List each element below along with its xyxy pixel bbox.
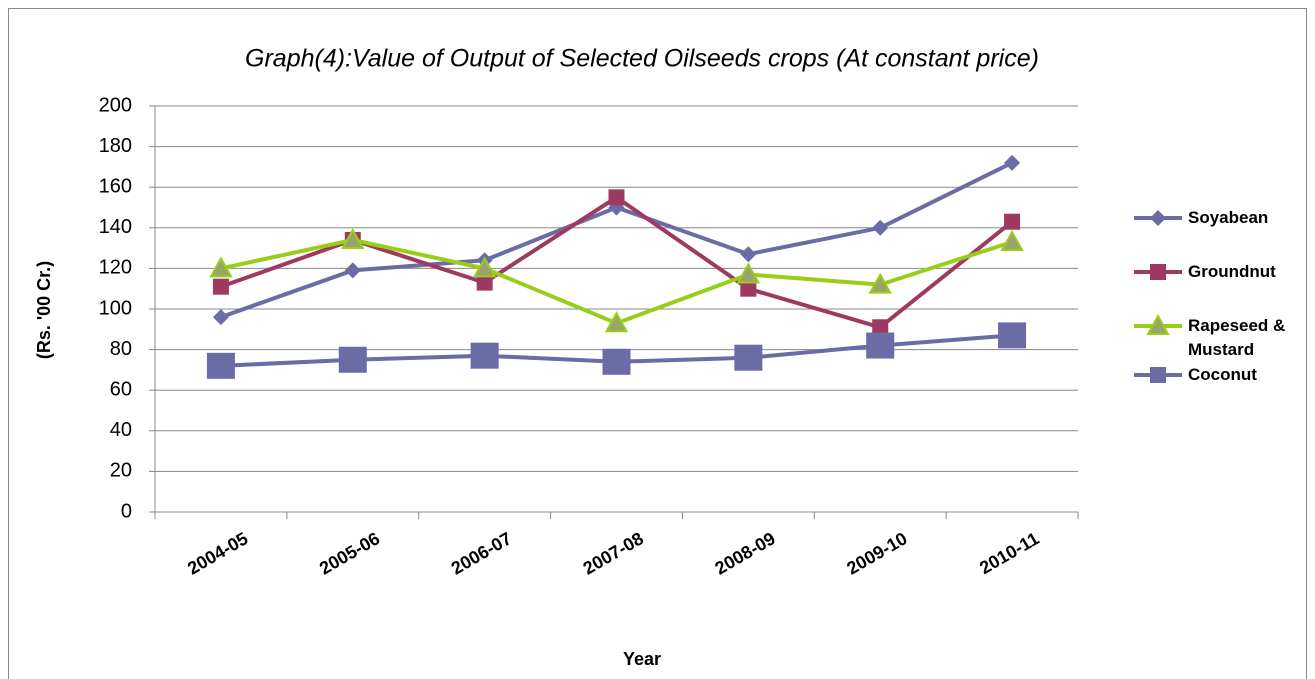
y-tick-label: 80	[110, 338, 132, 360]
x-tick-label: 2009-10	[843, 528, 910, 578]
legend-label: Coconut	[1188, 365, 1257, 384]
legend-swatch	[1134, 314, 1182, 335]
x-tick-label: 2007-08	[580, 528, 647, 578]
legend-swatch	[1134, 367, 1182, 383]
marker	[212, 278, 229, 295]
y-tick-label: 180	[99, 135, 132, 157]
marker	[212, 309, 229, 326]
y-tick-label: 60	[110, 378, 132, 400]
marker	[476, 274, 493, 291]
marker	[736, 262, 761, 284]
marker	[734, 344, 763, 371]
chart-border	[8, 8, 1307, 679]
marker	[344, 262, 361, 279]
marker	[206, 352, 235, 379]
marker	[1150, 367, 1166, 383]
y-tick-label: 160	[99, 175, 132, 197]
marker	[872, 319, 889, 336]
series-line	[220, 161, 1013, 320]
series-line	[220, 237, 1013, 326]
y-tick-label: 100	[99, 297, 132, 319]
y-tick-label: 20	[110, 460, 132, 482]
marker	[470, 342, 499, 369]
marker	[604, 311, 629, 333]
marker	[338, 346, 367, 373]
marker	[866, 332, 895, 359]
x-tick-label: 2005-06	[316, 528, 383, 578]
marker	[341, 227, 365, 249]
chart-title: Graph(4):Value of Output of Selected Oil…	[245, 45, 1039, 73]
marker	[472, 256, 497, 278]
marker	[1004, 213, 1021, 230]
marker	[872, 219, 889, 236]
series-line	[220, 195, 1014, 330]
x-tick-label: 2010-11	[976, 528, 1042, 578]
y-tick-label: 140	[99, 216, 132, 238]
marker	[740, 246, 757, 263]
marker	[1150, 264, 1166, 280]
legend-label: Rapeseed & Mustard	[1188, 316, 1286, 359]
x-tick-label: 2004-05	[184, 528, 251, 578]
legend-swatch	[1134, 264, 1182, 280]
y-tick-label: 0	[121, 500, 132, 522]
marker	[1150, 210, 1166, 226]
marker	[209, 256, 233, 278]
marker	[998, 322, 1027, 349]
marker	[608, 189, 625, 206]
y-tick-label: 120	[99, 257, 132, 279]
y-tick-label: 200	[99, 94, 132, 116]
x-tick-label: 2006-07	[448, 528, 515, 578]
legend-label: Groundnut	[1188, 262, 1276, 281]
marker	[740, 280, 757, 297]
marker	[868, 272, 892, 294]
legend-label: Soyabean	[1188, 208, 1269, 227]
marker	[602, 348, 631, 375]
marker	[1146, 314, 1170, 335]
x-tick-label: 2008-09	[712, 528, 779, 578]
marker	[1004, 154, 1021, 171]
y-axis-label: (Rs. '00 Cr.)	[34, 261, 54, 359]
marker	[1000, 229, 1024, 252]
y-tick-label: 40	[110, 419, 132, 441]
legend-swatch	[1134, 210, 1182, 226]
x-axis-label: Year	[623, 649, 661, 669]
